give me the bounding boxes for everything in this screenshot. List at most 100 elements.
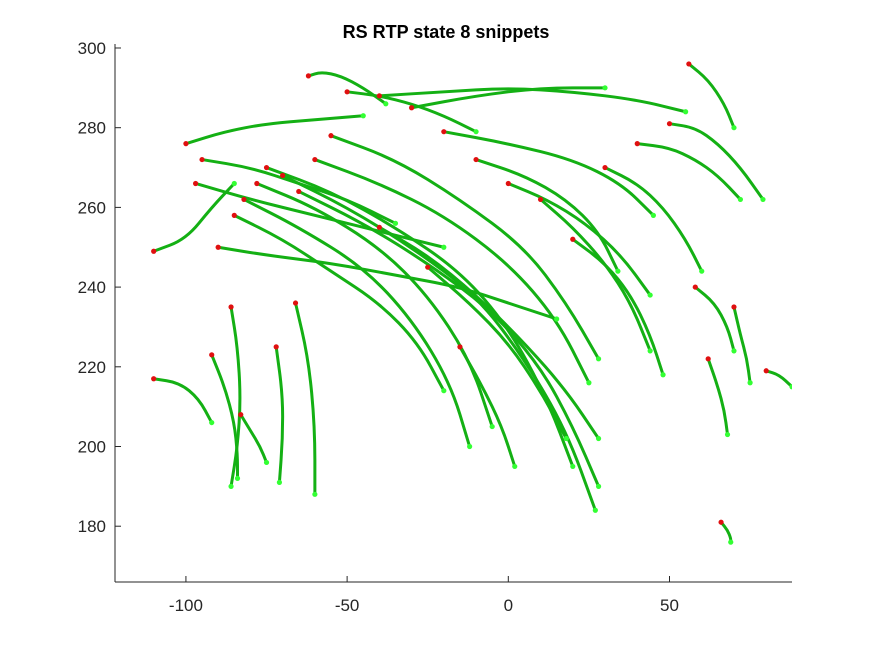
end-point-17 bbox=[586, 380, 592, 386]
trajectory-line-33 bbox=[426, 265, 568, 441]
trajectory-line-13 bbox=[255, 181, 494, 429]
trajectory-line-38 bbox=[764, 369, 792, 389]
start-point-34 bbox=[457, 344, 463, 350]
trajectory-line-39 bbox=[719, 520, 733, 544]
trajectory-line-1 bbox=[152, 181, 236, 253]
y-tick-label: 240 bbox=[78, 278, 106, 297]
trajectory-line-19 bbox=[306, 71, 388, 106]
end-point-38 bbox=[789, 384, 792, 390]
trajectory-line-32 bbox=[377, 225, 601, 441]
end-point-39 bbox=[728, 539, 734, 545]
start-point-2 bbox=[151, 376, 157, 382]
trajectory-line-10 bbox=[294, 301, 317, 496]
trajectory-line-26 bbox=[539, 197, 652, 353]
y-tick-label: 180 bbox=[78, 517, 106, 536]
end-point-3 bbox=[360, 113, 366, 119]
end-point-4 bbox=[441, 244, 447, 250]
trajectory-line-17 bbox=[313, 158, 591, 385]
trajectory-line-15 bbox=[281, 174, 597, 512]
end-point-21 bbox=[683, 109, 689, 115]
trajectory-line-3 bbox=[184, 114, 365, 146]
x-tick-label: -50 bbox=[335, 596, 360, 615]
end-point-32 bbox=[595, 435, 602, 442]
end-point-2 bbox=[209, 419, 215, 426]
x-tick-label: 0 bbox=[504, 596, 513, 615]
trajectory-line-11 bbox=[232, 213, 446, 393]
trajectory-line-2 bbox=[152, 377, 214, 425]
y-tick-label: 280 bbox=[78, 119, 106, 138]
start-point-3 bbox=[183, 141, 189, 147]
start-point-6 bbox=[209, 352, 215, 358]
y-tick-label: 200 bbox=[78, 438, 106, 457]
end-point-6 bbox=[234, 475, 241, 481]
start-point-30 bbox=[666, 121, 673, 127]
end-point-11 bbox=[441, 388, 447, 394]
start-point-9 bbox=[273, 344, 279, 350]
trajectory-line-16 bbox=[297, 189, 601, 488]
end-point-24 bbox=[615, 268, 621, 274]
trajectory-line-8 bbox=[239, 413, 269, 464]
start-point-17 bbox=[312, 156, 318, 163]
end-point-26 bbox=[647, 348, 653, 354]
y-tick-label: 220 bbox=[78, 358, 106, 377]
end-point-16 bbox=[595, 483, 602, 489]
start-point-1 bbox=[151, 248, 157, 254]
trajectory-line-31 bbox=[687, 62, 736, 130]
x-axis-ticks: -100 -50 0 50 bbox=[169, 576, 679, 615]
start-point-25 bbox=[505, 180, 511, 187]
start-point-32 bbox=[376, 224, 382, 230]
end-point-1 bbox=[231, 180, 237, 187]
end-point-8 bbox=[263, 459, 270, 466]
start-point-29 bbox=[634, 141, 640, 147]
end-point-35 bbox=[731, 348, 737, 354]
end-point-36 bbox=[724, 431, 731, 438]
start-point-4 bbox=[192, 180, 199, 187]
trajectory-line-40 bbox=[216, 245, 559, 321]
chart-title: RS RTP state 8 snippets bbox=[343, 22, 550, 42]
end-point-19 bbox=[383, 101, 389, 107]
end-point-18 bbox=[595, 356, 602, 362]
trajectory-line-28 bbox=[603, 166, 704, 273]
x-tick-label: 50 bbox=[660, 596, 679, 615]
start-point-13 bbox=[254, 180, 260, 187]
start-point-10 bbox=[292, 300, 299, 306]
end-point-10 bbox=[312, 491, 318, 497]
trajectory-line-12 bbox=[242, 197, 472, 449]
trajectory-line-9 bbox=[274, 345, 285, 484]
start-point-31 bbox=[686, 61, 692, 67]
start-point-33 bbox=[425, 264, 431, 270]
end-point-37 bbox=[747, 380, 753, 386]
trajectory-line-7 bbox=[229, 305, 242, 488]
start-point-38 bbox=[763, 368, 769, 374]
start-point-19 bbox=[305, 73, 312, 79]
start-point-12 bbox=[241, 196, 247, 203]
end-point-31 bbox=[731, 125, 737, 131]
start-point-16 bbox=[296, 188, 302, 195]
start-point-24 bbox=[473, 156, 479, 163]
trajectory-line-18 bbox=[329, 134, 601, 361]
start-point-20 bbox=[344, 89, 350, 95]
plot-area bbox=[151, 61, 792, 545]
end-point-12 bbox=[467, 443, 473, 450]
start-point-14 bbox=[263, 164, 270, 171]
end-point-13 bbox=[489, 423, 495, 430]
end-point-5 bbox=[392, 220, 399, 226]
trajectory-line-35 bbox=[693, 285, 736, 353]
start-point-21 bbox=[376, 93, 382, 99]
end-point-28 bbox=[699, 268, 705, 274]
start-point-40 bbox=[215, 244, 221, 250]
end-point-20 bbox=[473, 129, 479, 135]
end-point-30 bbox=[760, 196, 766, 203]
trajectory-line-22 bbox=[410, 86, 607, 110]
start-point-15 bbox=[280, 172, 286, 179]
end-point-29 bbox=[737, 196, 744, 203]
trajectory-line-25 bbox=[506, 181, 652, 297]
start-point-28 bbox=[602, 164, 608, 171]
trajectory-line-20 bbox=[345, 90, 478, 134]
end-point-9 bbox=[276, 479, 283, 485]
start-point-11 bbox=[231, 212, 237, 218]
end-point-27 bbox=[660, 372, 666, 378]
trajectory-line-23 bbox=[442, 130, 655, 217]
end-point-40 bbox=[554, 316, 560, 322]
